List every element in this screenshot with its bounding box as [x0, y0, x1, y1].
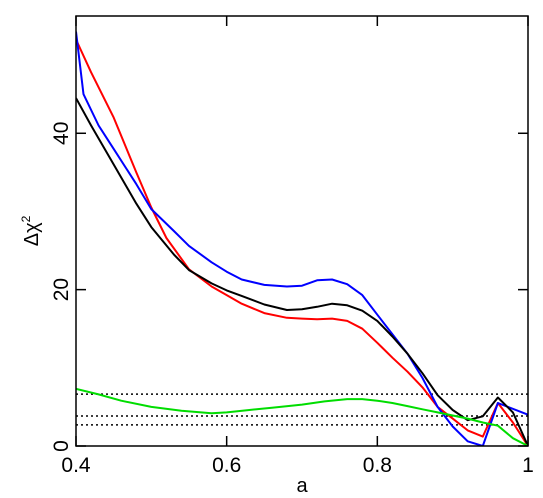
plot-frame — [75, 15, 529, 447]
y-tick-label: 40 — [50, 122, 73, 145]
series-line-3 — [76, 387, 528, 446]
series-line-1 — [76, 31, 528, 446]
x-axis-label: a — [296, 475, 308, 497]
x-tick-label: 1 — [522, 454, 534, 477]
y-tick-label: 20 — [50, 278, 73, 301]
y-axis: 0 20 40 — [50, 122, 528, 452]
series-lines — [76, 31, 528, 446]
y-axis-label-main: Δχ — [21, 222, 43, 246]
x-tick-label: 0.8 — [363, 454, 392, 477]
y-axis-label-superscript: 2 — [19, 215, 33, 222]
x-tick-label: 0.6 — [212, 454, 241, 477]
x-tick-label: 0.4 — [61, 454, 91, 477]
y-axis-label: Δχ2 — [19, 215, 43, 246]
reference-lines — [76, 393, 528, 426]
x-axis: 0.4 0.6 0.8 1 — [61, 16, 534, 477]
series-line-2 — [76, 97, 528, 446]
y-tick-label: 0 — [50, 440, 73, 452]
series-line-0 — [76, 39, 528, 446]
